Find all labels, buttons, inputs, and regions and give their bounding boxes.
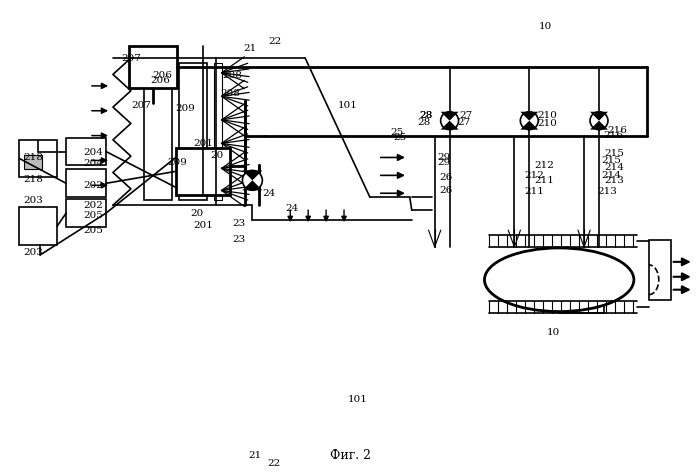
Text: 206: 206 (153, 71, 173, 80)
Text: 25: 25 (393, 133, 406, 142)
Ellipse shape (484, 248, 634, 312)
Text: 29: 29 (438, 153, 451, 162)
Text: 202: 202 (83, 181, 103, 190)
Bar (129, 46, 176, 88)
Text: 21: 21 (248, 451, 262, 460)
Bar (649, 240, 671, 300)
Text: 25: 25 (390, 128, 403, 137)
Bar (66, 170, 106, 197)
Text: 214: 214 (604, 163, 624, 172)
Text: 26: 26 (440, 186, 453, 195)
Text: 216: 216 (603, 131, 623, 140)
Text: 209: 209 (168, 158, 188, 167)
Text: 218: 218 (23, 175, 43, 184)
Bar (66, 138, 106, 165)
Text: 20: 20 (211, 151, 224, 160)
Text: 22: 22 (267, 459, 281, 468)
Text: 211: 211 (524, 187, 544, 196)
Text: 26: 26 (440, 173, 453, 182)
Circle shape (242, 171, 262, 190)
Text: 206: 206 (150, 76, 171, 86)
Text: 21: 21 (244, 44, 257, 53)
Polygon shape (590, 112, 608, 121)
Text: 23: 23 (232, 218, 246, 228)
Polygon shape (520, 121, 538, 130)
Text: 10: 10 (547, 328, 561, 337)
Text: 203: 203 (23, 196, 43, 205)
Polygon shape (520, 112, 538, 121)
Text: 211: 211 (534, 176, 554, 185)
Bar (20, 140, 57, 177)
Text: 209: 209 (176, 104, 195, 113)
Text: 24: 24 (286, 204, 298, 213)
Text: 214: 214 (601, 171, 621, 180)
Text: 101: 101 (348, 395, 368, 404)
Text: 204: 204 (83, 148, 103, 157)
Circle shape (590, 112, 608, 130)
Text: 213: 213 (604, 176, 624, 185)
Text: 208: 208 (220, 89, 240, 98)
Text: 215: 215 (601, 156, 621, 165)
Text: 204: 204 (83, 159, 103, 168)
Text: 20: 20 (190, 209, 204, 218)
Bar (214, 63, 221, 200)
Bar (25, 155, 42, 170)
Text: 216: 216 (607, 126, 627, 135)
Text: 215: 215 (604, 149, 624, 158)
Text: 207: 207 (121, 54, 141, 63)
Text: 28: 28 (420, 111, 433, 120)
Text: 24: 24 (262, 189, 276, 198)
Text: 205: 205 (83, 226, 103, 235)
Bar (20, 207, 57, 245)
Text: Фиг. 2: Фиг. 2 (330, 449, 370, 462)
Bar (144, 63, 172, 200)
Text: 202: 202 (83, 201, 103, 209)
Circle shape (520, 112, 538, 130)
Text: 101: 101 (338, 101, 358, 110)
Polygon shape (440, 121, 458, 130)
Text: 212: 212 (524, 171, 544, 180)
Text: 213: 213 (597, 187, 617, 196)
Text: 201: 201 (194, 220, 214, 229)
Circle shape (440, 112, 458, 130)
Text: 23: 23 (232, 236, 246, 245)
Text: 28: 28 (420, 111, 433, 120)
Text: 27: 27 (460, 111, 473, 120)
Text: 27: 27 (458, 118, 471, 127)
Text: 28: 28 (418, 118, 431, 127)
Text: 10: 10 (539, 22, 552, 31)
Bar (176, 148, 230, 195)
Text: 29: 29 (438, 158, 451, 167)
Text: 203: 203 (23, 248, 43, 257)
Polygon shape (242, 171, 262, 180)
Bar (66, 199, 106, 227)
Polygon shape (440, 112, 458, 121)
Text: 210: 210 (538, 119, 557, 128)
Bar (559, 301, 604, 313)
Text: 208: 208 (223, 71, 242, 80)
Text: 205: 205 (83, 210, 103, 219)
Text: 218: 218 (23, 153, 43, 162)
Polygon shape (242, 180, 262, 190)
Text: 207: 207 (131, 101, 150, 110)
Bar (178, 63, 206, 200)
Text: 210: 210 (538, 111, 557, 120)
Text: 22: 22 (269, 37, 282, 46)
Polygon shape (590, 121, 608, 130)
Text: 201: 201 (194, 139, 214, 148)
Text: 212: 212 (534, 161, 554, 170)
